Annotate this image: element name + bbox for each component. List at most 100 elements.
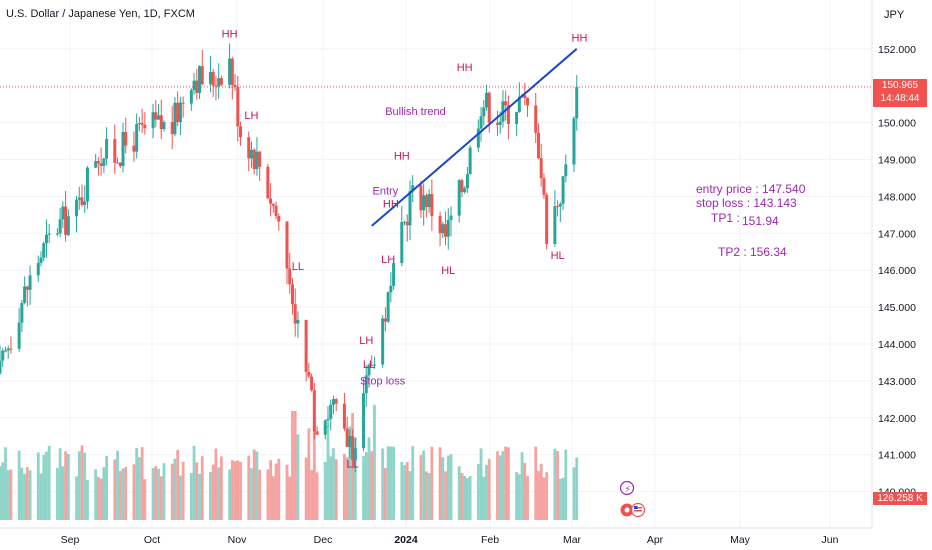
- volume-bar: [42, 454, 46, 520]
- y-tick-label: 148.000: [878, 191, 916, 203]
- annotation-label: HH: [383, 198, 399, 210]
- candle-body: [561, 176, 565, 204]
- volume-bar: [392, 446, 395, 520]
- candle-body: [389, 285, 393, 293]
- volume-bar: [6, 470, 10, 520]
- volume-bar: [250, 468, 253, 520]
- candle-body: [558, 203, 562, 207]
- volume-bar: [430, 446, 434, 520]
- candle-body: [403, 221, 407, 223]
- candle-body: [25, 286, 29, 290]
- candle-body: [553, 206, 557, 244]
- candle-body: [173, 102, 177, 135]
- candle-body: [198, 66, 202, 94]
- candle-body: [506, 105, 510, 124]
- candle-body: [285, 221, 289, 269]
- volume-bar: [99, 478, 103, 520]
- volume-bar: [269, 460, 272, 520]
- volume-bar: [403, 465, 406, 520]
- volume-bar: [323, 461, 327, 520]
- candle-body: [427, 194, 431, 208]
- candle-body: [211, 72, 215, 86]
- candle-body: [162, 122, 166, 130]
- candle-body: [534, 105, 538, 133]
- candle-body: [233, 85, 237, 87]
- volume-bar: [80, 445, 84, 520]
- candle-body: [64, 206, 68, 235]
- volume-bar: [61, 466, 65, 520]
- volume-bar: [370, 451, 374, 520]
- candle-body: [479, 116, 483, 129]
- annotation-label: LH: [244, 110, 258, 122]
- candle-body: [266, 166, 270, 199]
- annotation-label: HH: [457, 62, 473, 74]
- volume-bar: [315, 472, 319, 520]
- candle-body: [271, 203, 275, 206]
- volume-bar: [504, 446, 508, 520]
- volume-bar: [209, 471, 212, 520]
- annotation-label: HL: [441, 265, 455, 277]
- candle-body: [118, 162, 122, 167]
- bullish-trendline[interactable]: [371, 48, 578, 227]
- volume-bar: [102, 467, 106, 520]
- volume-bar: [132, 464, 136, 520]
- volume-bar: [291, 411, 294, 520]
- x-tick-label: May: [730, 534, 751, 546]
- chart-icons[interactable]: ⚡: [619, 480, 646, 518]
- volume-bar: [545, 472, 549, 520]
- countdown-value: 14:48:44: [880, 93, 920, 104]
- volume-bar: [425, 471, 428, 520]
- volume-bar: [381, 448, 385, 520]
- candle-body: [249, 149, 253, 159]
- volume-bar: [56, 467, 59, 520]
- volume-bar: [252, 449, 256, 520]
- candle-body: [258, 151, 262, 167]
- candle-body: [28, 275, 32, 290]
- volume-bar: [329, 456, 333, 520]
- volume-bar: [228, 469, 231, 520]
- volume-bar: [427, 473, 431, 520]
- volume-bar: [326, 425, 330, 520]
- volume-bar: [345, 457, 349, 520]
- volume-bar: [162, 463, 166, 520]
- time-scale-panel[interactable]: Sep Oct Nov Dec 2024 Feb Mar Apr May Jun: [0, 527, 932, 550]
- volume-bar: [154, 466, 158, 520]
- x-tick-label: Apr: [647, 534, 664, 546]
- volume-bar: [463, 475, 467, 520]
- volume-bar: [36, 452, 40, 520]
- x-axis-ticks: Sep Oct Nov Dec 2024 Feb Mar Apr May Jun: [61, 534, 839, 546]
- annotation-label: Stop loss: [360, 376, 406, 388]
- last-price-tag: 150.965 14:48:44: [873, 79, 927, 107]
- volume-bar: [457, 466, 461, 520]
- candle-body: [515, 112, 519, 124]
- volume-bar: [520, 452, 524, 520]
- candle-body: [94, 161, 98, 168]
- candle-body: [105, 139, 109, 159]
- volume-bar: [575, 457, 579, 520]
- candle-body: [269, 198, 273, 204]
- volume-bar: [116, 450, 119, 520]
- volume-bar: [195, 462, 199, 520]
- x-tick-label: Mar: [563, 534, 582, 546]
- volume-bar: [353, 437, 357, 520]
- volume-bar: [553, 448, 557, 520]
- volume-bar: [386, 446, 390, 520]
- candle-body: [446, 219, 450, 237]
- volume-bar: [77, 451, 81, 520]
- candle-body: [457, 180, 461, 216]
- candle-body: [517, 96, 521, 113]
- candle-body: [80, 197, 84, 205]
- volume-bar: [482, 476, 486, 520]
- volume-bar: [523, 463, 527, 520]
- volume-bars: [0, 404, 579, 520]
- candle-body: [362, 393, 366, 449]
- volume-bar: [200, 456, 204, 520]
- currency-label[interactable]: JPY: [884, 9, 905, 21]
- candle-body: [96, 161, 100, 164]
- candle-body: [132, 145, 136, 152]
- volume-bar: [373, 404, 376, 520]
- candle-body: [6, 348, 10, 351]
- volume-bar: [537, 470, 540, 520]
- volume-bar: [558, 478, 562, 520]
